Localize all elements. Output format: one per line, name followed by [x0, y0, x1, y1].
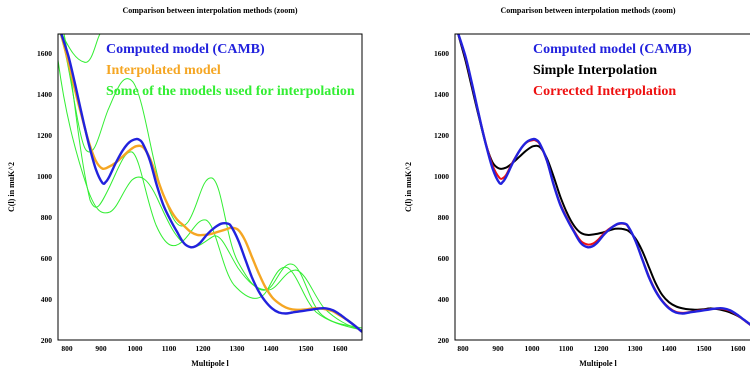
ytick-label: 400 [41, 295, 53, 304]
chart-left-yticks: 200 400 600 800 1000 1200 1400 1600 [37, 49, 52, 345]
chart-left-title: Comparison between interpolation methods… [122, 6, 297, 15]
xtick-label: 1300 [628, 344, 643, 353]
xtick-label: 1500 [299, 344, 314, 353]
chart-left-plot-frame [57, 33, 363, 341]
series-left-interp-model-2 [63, 34, 362, 331]
xtick-label: 900 [95, 344, 107, 353]
legend-left-interpolated: Interpolated model [106, 63, 221, 78]
legend-left-camb: Computed model (CAMB) [106, 42, 265, 57]
xtick-label: 900 [492, 344, 504, 353]
legend-left-models: Some of the models used for interpolatio… [106, 84, 355, 99]
xtick-label: 1300 [230, 344, 245, 353]
ytick-label: 600 [41, 254, 53, 263]
series-left-interp-model-1 [59, 34, 362, 329]
xtick-label: 800 [457, 344, 469, 353]
chart-right-title: Comparison between interpolation methods… [500, 6, 675, 15]
chart-left-xlabel: Multipole l [191, 359, 229, 368]
xtick-label: 1000 [128, 344, 143, 353]
xtick-label: 1600 [333, 344, 348, 353]
xtick-label: 1400 [662, 344, 677, 353]
chart-right: Comparison between interpolation methods… [404, 6, 750, 368]
ytick-label: 1400 [37, 90, 52, 99]
ytick-label: 1200 [37, 131, 52, 140]
xtick-label: 1200 [196, 344, 211, 353]
xtick-label: 1400 [264, 344, 279, 353]
ytick-label: 800 [41, 213, 53, 222]
series-left-interp-model-4 [58, 59, 362, 331]
ytick-label: 200 [41, 336, 53, 345]
xtick-label: 1100 [162, 344, 177, 353]
ytick-label: 1000 [37, 172, 52, 181]
ytick-label: 1000 [434, 172, 449, 181]
chart-right-legend: Computed model (CAMB) Simple Interpolati… [533, 42, 692, 99]
xtick-label: 800 [61, 344, 73, 353]
xtick-label: 1200 [594, 344, 609, 353]
legend-right-corrected: Corrected Interpolation [533, 84, 676, 99]
series-line [457, 34, 750, 326]
series-line [60, 34, 362, 333]
chart-right-xlabel: Multipole l [579, 359, 617, 368]
series-left-blue [60, 34, 362, 333]
legend-right-camb: Computed model (CAMB) [533, 42, 692, 57]
xtick-label: 1000 [525, 344, 540, 353]
ytick-label: 1400 [434, 90, 449, 99]
chart-right-xticks: 800 900 1000 1100 1200 1300 1400 1500 16… [457, 344, 745, 353]
ytick-label: 1200 [434, 131, 449, 140]
chart-left-legend: Computed model (CAMB) Interpolated model… [106, 42, 355, 99]
chart-left-ylabel: C(l) in muK^2 [7, 162, 16, 212]
xtick-label: 1100 [559, 344, 574, 353]
series-left-interp-model-3 [61, 34, 101, 63]
ytick-label: 200 [438, 336, 450, 345]
ytick-label: 1600 [434, 49, 449, 58]
ytick-label: 600 [438, 254, 450, 263]
xtick-label: 1600 [731, 344, 746, 353]
chart-left-xticks: 800 900 1000 1100 1200 1300 1400 1500 16… [61, 344, 347, 353]
series-right-blue [457, 34, 750, 326]
ytick-label: 400 [438, 295, 450, 304]
ytick-label: 1600 [37, 49, 52, 58]
chart-right-plot-frame [454, 33, 750, 341]
legend-right-simple: Simple Interpolation [533, 63, 657, 78]
chart-right-ylabel: C(l) in muK^2 [404, 162, 413, 212]
xtick-label: 1500 [697, 344, 712, 353]
ytick-label: 800 [438, 213, 450, 222]
chart-left: Comparison between interpolation methods… [7, 6, 363, 368]
chart-right-yticks: 200 400 600 800 1000 1200 1400 1600 [434, 49, 449, 345]
